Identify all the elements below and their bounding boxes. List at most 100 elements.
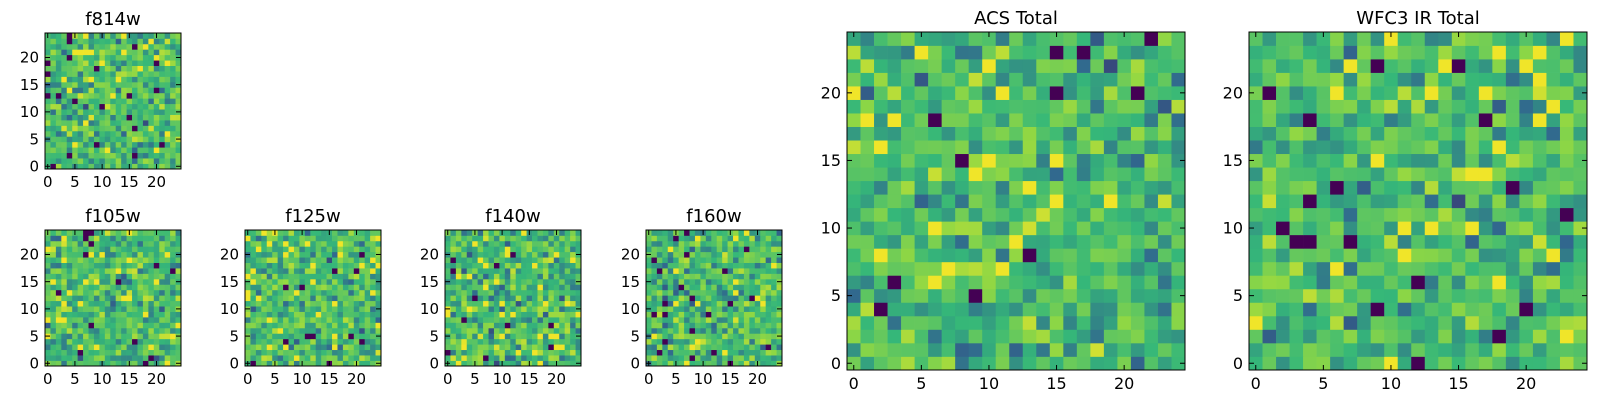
heatmap-cell bbox=[941, 342, 956, 357]
heatmap-cell bbox=[1492, 113, 1507, 127]
heatmap-cell bbox=[705, 230, 712, 236]
heatmap-cell bbox=[337, 344, 344, 351]
heatmap-cell bbox=[1343, 221, 1358, 236]
heatmap-cell bbox=[564, 355, 571, 361]
heatmap-cell bbox=[1063, 72, 1078, 87]
heatmap-cell bbox=[364, 338, 371, 345]
heatmap-cell bbox=[749, 257, 756, 263]
heatmap-cell bbox=[488, 230, 495, 236]
heatmap-cell bbox=[310, 251, 317, 258]
heatmap-cell bbox=[104, 235, 111, 242]
heatmap-cell bbox=[1022, 221, 1037, 236]
heatmap-cell bbox=[1478, 234, 1493, 249]
heatmap-cell bbox=[148, 289, 155, 296]
heatmap-cell bbox=[45, 125, 51, 132]
heatmap-cell bbox=[771, 338, 777, 345]
heatmap-cell bbox=[45, 141, 51, 148]
heatmap-cell bbox=[1249, 180, 1263, 195]
heatmap-cell bbox=[1343, 126, 1358, 141]
heatmap-cell bbox=[1411, 72, 1426, 87]
heatmap-cell bbox=[689, 306, 696, 312]
heatmap-cell bbox=[50, 333, 57, 340]
heatmap-cell bbox=[515, 240, 522, 247]
heatmap-cell bbox=[1559, 288, 1574, 303]
heatmap-cell bbox=[684, 344, 690, 351]
heatmap-cell bbox=[705, 306, 712, 312]
heatmap-cell bbox=[137, 257, 144, 263]
x-tick-label: 0 bbox=[849, 374, 859, 393]
heatmap-cell bbox=[445, 317, 451, 323]
heatmap-cell bbox=[283, 349, 289, 356]
heatmap-cell bbox=[673, 322, 679, 329]
heatmap-cell bbox=[170, 163, 176, 170]
heatmap-cell bbox=[1049, 72, 1064, 87]
heatmap-cell bbox=[1249, 342, 1263, 357]
heatmap-cell bbox=[760, 251, 767, 258]
heatmap-cell bbox=[99, 60, 106, 66]
heatmap-cell bbox=[575, 273, 582, 280]
heatmap-cell bbox=[110, 235, 117, 242]
heatmap-cell bbox=[132, 344, 138, 351]
panel-title: f160w bbox=[686, 206, 741, 227]
heatmap-cell bbox=[1117, 302, 1132, 317]
heatmap-cell bbox=[901, 59, 915, 73]
heatmap-cell bbox=[159, 246, 166, 253]
heatmap-cell bbox=[370, 311, 376, 318]
heatmap-cell bbox=[142, 355, 149, 361]
heatmap-cell bbox=[510, 349, 517, 356]
heatmap-cell bbox=[477, 355, 484, 361]
heatmap-cell bbox=[132, 49, 138, 56]
heatmap-cell bbox=[1076, 275, 1091, 290]
heatmap-cell bbox=[711, 306, 718, 312]
heatmap-cell bbox=[982, 234, 997, 249]
heatmap-cell bbox=[667, 284, 674, 291]
heatmap-cell bbox=[310, 289, 317, 296]
heatmap-cell bbox=[760, 300, 767, 307]
y-tick-label: 0 bbox=[429, 355, 439, 373]
heatmap-cell bbox=[941, 140, 956, 155]
heatmap-cell bbox=[137, 125, 144, 132]
heatmap-cell bbox=[559, 240, 566, 247]
heatmap-cell bbox=[299, 338, 306, 345]
heatmap-cell bbox=[66, 60, 73, 66]
heatmap-cell bbox=[995, 207, 1010, 222]
heatmap-cell bbox=[1546, 288, 1561, 303]
heatmap-cell bbox=[121, 81, 127, 88]
heatmap-cells bbox=[245, 230, 382, 367]
heatmap-cell bbox=[1316, 315, 1331, 330]
heatmap-cell bbox=[83, 317, 89, 323]
heatmap-cell bbox=[1249, 167, 1263, 182]
heatmap-cell bbox=[137, 360, 144, 367]
heatmap-cell bbox=[968, 86, 983, 100]
heatmap-cell bbox=[743, 257, 750, 263]
heatmap-cell bbox=[1397, 59, 1412, 73]
heatmap-cell bbox=[515, 317, 522, 323]
heatmap-cell bbox=[364, 349, 371, 356]
heatmap-cell bbox=[66, 262, 73, 269]
heatmap-cell bbox=[673, 235, 679, 242]
heatmap-cell bbox=[50, 163, 57, 170]
heatmap-cell bbox=[1316, 45, 1331, 60]
heatmap-cell bbox=[1478, 261, 1493, 276]
heatmap-cell bbox=[66, 295, 73, 302]
heatmap-cell bbox=[488, 235, 495, 242]
heatmap-cell bbox=[164, 355, 171, 361]
x-tick-label: 10 bbox=[979, 374, 999, 393]
heatmap-cell bbox=[348, 278, 355, 285]
heatmap-cell bbox=[1465, 261, 1480, 276]
heatmap-cell bbox=[1103, 86, 1118, 100]
heatmap-cell bbox=[132, 60, 138, 66]
heatmap-cell bbox=[727, 355, 734, 361]
heatmap-cell bbox=[1384, 248, 1399, 263]
heatmap-cell bbox=[694, 355, 701, 361]
heatmap-cell bbox=[982, 153, 997, 168]
heatmap-cell bbox=[261, 338, 268, 345]
heatmap-cell bbox=[1303, 99, 1317, 114]
heatmap-cell bbox=[738, 289, 745, 296]
heatmap-cell bbox=[250, 251, 257, 258]
heatmap-cell bbox=[483, 322, 489, 329]
heatmap-cell bbox=[115, 49, 122, 56]
heatmap-cell bbox=[142, 349, 149, 356]
heatmap-cell bbox=[175, 125, 182, 132]
heatmap-cell bbox=[955, 113, 970, 127]
